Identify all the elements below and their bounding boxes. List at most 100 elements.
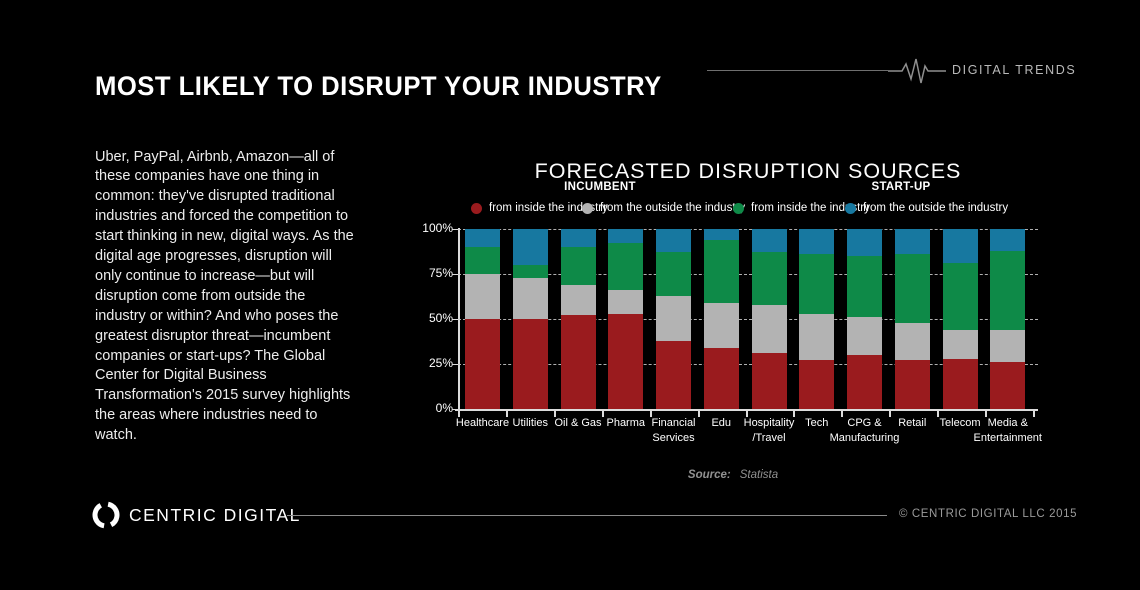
x-tick-mark: [697, 411, 700, 417]
y-tick-label-25: 25%: [428, 356, 453, 370]
bar-segment-startup-inside: [560, 247, 596, 285]
bar-segment-incumbent-inside: [465, 319, 500, 409]
bar-segment-startup-outside: [703, 229, 739, 240]
legend-dot-incumbent-outside: [582, 202, 593, 214]
bar-utilities: [512, 229, 548, 409]
bar-segment-incumbent-inside: [990, 362, 1026, 409]
legend-item-startup-inside: from inside the industry: [733, 202, 870, 214]
bar-segment-startup-outside: [512, 229, 548, 266]
bar-segment-incumbent-inside: [751, 353, 787, 409]
x-tick-mark: [505, 411, 508, 417]
x-label-hospitality-travel: Hospitality /Travel: [743, 417, 795, 444]
bar-segment-startup-inside: [465, 247, 500, 274]
x-label-retail: Retail: [898, 417, 927, 429]
x-label-telecom: Telecom: [939, 417, 981, 429]
bar-segment-incumbent-inside: [942, 358, 978, 409]
bar-segment-startup-inside: [799, 254, 835, 314]
bar-segment-startup-outside: [656, 229, 691, 253]
bar-telecom: [942, 229, 978, 409]
legend-item-incumbent-outside: from the outside the industry: [582, 202, 745, 214]
y-tick-mark: [452, 274, 458, 275]
y-tick-label-100: 100%: [422, 221, 453, 235]
bar-segment-incumbent-inside: [703, 347, 739, 409]
bar-segment-startup-inside: [990, 250, 1026, 330]
source-value: Statista: [739, 469, 779, 481]
bar-segment-incumbent-outside: [751, 304, 787, 354]
source-note: Source: Statista: [433, 469, 1033, 481]
bar-segment-incumbent-outside: [942, 329, 978, 359]
x-label-oil-gas: Oil & Gas: [554, 417, 602, 429]
bar-segment-incumbent-outside: [656, 295, 691, 341]
legend-label: from the outside the industry: [863, 202, 1009, 214]
x-tick-mark: [1033, 411, 1035, 417]
bar-segment-incumbent-inside: [560, 315, 596, 409]
x-label-utilities: Utilities: [512, 417, 548, 429]
y-tick-mark: [452, 319, 458, 320]
bar-segment-incumbent-outside: [847, 317, 882, 355]
bar-hospitality-travel: [751, 229, 787, 409]
bar-media-entertainment: [990, 229, 1026, 409]
bar-segment-incumbent-inside: [799, 360, 835, 409]
bar-pharma: [608, 229, 644, 409]
y-tick-mark: [452, 364, 458, 365]
bar-segment-startup-outside: [608, 229, 644, 244]
bar-segment-startup-inside: [512, 265, 548, 278]
legend-dot-incumbent-inside: [471, 202, 482, 214]
y-tick-mark: [452, 229, 458, 230]
bar-segment-incumbent-outside: [560, 284, 596, 316]
title-rule: [707, 70, 888, 71]
x-tick-mark: [841, 411, 844, 417]
bar-segment-incumbent-inside: [894, 360, 930, 409]
x-label-pharma: Pharma: [606, 417, 646, 429]
x-label-tech: Tech: [805, 417, 829, 429]
x-tick-mark: [793, 411, 796, 417]
bar-segment-startup-inside: [656, 252, 691, 296]
x-tick-mark: [649, 411, 652, 417]
bar-segment-startup-outside: [560, 229, 596, 248]
bar-segment-startup-outside: [799, 229, 835, 255]
legend-dot-startup-inside: [733, 202, 744, 214]
bar-segment-incumbent-outside: [703, 302, 739, 348]
bar-segment-incumbent-outside: [465, 274, 500, 319]
y-tick-label-75: 75%: [428, 266, 453, 280]
bar-retail: [894, 229, 930, 409]
legend-group-startup: START-UP: [871, 181, 931, 193]
x-label-media-entertainment: Media & Entertainment: [973, 417, 1042, 444]
bar-segment-incumbent-outside: [512, 277, 548, 319]
plot-area: [458, 229, 1038, 409]
y-tick-label-50: 50%: [428, 311, 453, 325]
bar-tech: [799, 229, 835, 409]
bar-segment-startup-outside: [847, 229, 882, 257]
x-axis-line: [455, 409, 1038, 411]
x-tick-mark: [889, 411, 892, 417]
x-tick-mark: [937, 411, 940, 417]
source-label: Source:: [687, 469, 731, 481]
footer-rule: [287, 515, 887, 516]
gridline-100: [458, 229, 1038, 230]
bar-segment-startup-inside: [894, 254, 930, 323]
bar-segment-incumbent-inside: [608, 313, 644, 409]
bar-segment-incumbent-outside: [608, 290, 644, 314]
x-tick-mark: [553, 411, 556, 417]
bar-segment-incumbent-inside: [512, 319, 548, 409]
bar-segment-startup-inside: [751, 252, 787, 305]
gridline-25: [458, 364, 1038, 365]
bar-financial-services: [656, 229, 691, 409]
legend-label: from inside the industry: [751, 202, 870, 214]
x-tick-mark: [601, 411, 604, 417]
bar-segment-incumbent-inside: [847, 355, 882, 409]
y-tick-label-0: 0%: [435, 401, 453, 415]
legend-dot-startup-outside: [845, 202, 856, 214]
bar-oil-gas: [560, 229, 596, 409]
bar-segment-startup-outside: [465, 229, 500, 247]
legend-item-incumbent-inside: from inside the industry: [471, 202, 608, 214]
legend-label: from inside the industry: [489, 202, 608, 214]
x-tick-mark: [745, 411, 748, 417]
bar-segment-startup-outside: [894, 229, 930, 255]
bar-segment-incumbent-outside: [894, 322, 930, 361]
bar-healthcare: [465, 229, 500, 409]
bar-segment-startup-outside: [942, 229, 978, 264]
bar-segment-startup-outside: [751, 229, 787, 253]
copyright-text: © CENTRIC DIGITAL LLC 2015: [899, 508, 1078, 520]
heartbeat-pulse-icon: [888, 56, 946, 86]
